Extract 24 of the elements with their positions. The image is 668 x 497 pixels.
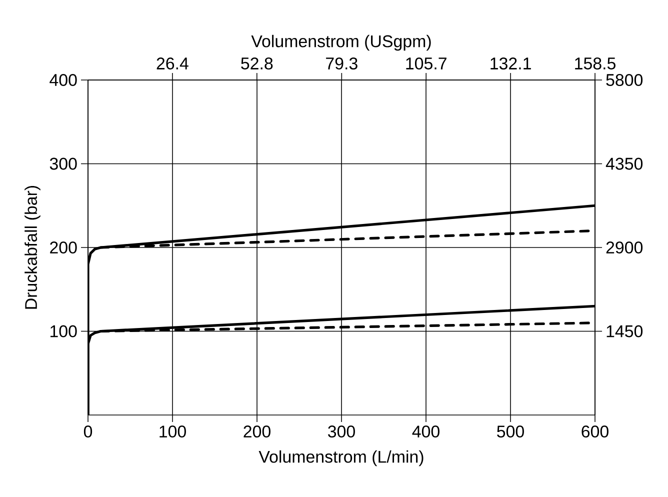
y2-tick-label: 2900: [606, 242, 643, 254]
y-tick-label: 100: [50, 325, 77, 338]
y-axis-title: Druckabfall (bar): [24, 186, 40, 309]
x-tick-label: 500: [497, 426, 524, 438]
x-tick-label: 0: [84, 426, 92, 438]
x-tick-label: 200: [244, 426, 270, 438]
x-tick-label: 100: [160, 426, 186, 438]
y2-tick-label: 5800: [606, 74, 643, 86]
x2-tick-label: 26.4: [156, 57, 188, 70]
x2-tick-label: 79.3: [326, 57, 358, 70]
x-axis-title: Volumenstrom (L/min): [258, 450, 424, 466]
y-tick-label: 300: [50, 158, 77, 170]
x2-tick-label: 132.1: [490, 57, 531, 70]
x2-axis-title: Volumenstrom (USgpm): [251, 34, 431, 51]
y-tick-label: 200: [50, 242, 77, 254]
x2-tick-label: 52.8: [241, 57, 273, 70]
x-tick-label: 300: [328, 426, 355, 438]
y-tick-label: 400: [50, 74, 77, 86]
x2-tick-label: 158.5: [575, 57, 616, 70]
y2-tick-label: 1450: [606, 325, 643, 338]
x-tick-label: 600: [582, 426, 608, 438]
y2-tick-label: 4350: [606, 158, 643, 170]
x-tick-label: 400: [412, 426, 440, 438]
x2-tick-label: 105.7: [406, 57, 446, 70]
